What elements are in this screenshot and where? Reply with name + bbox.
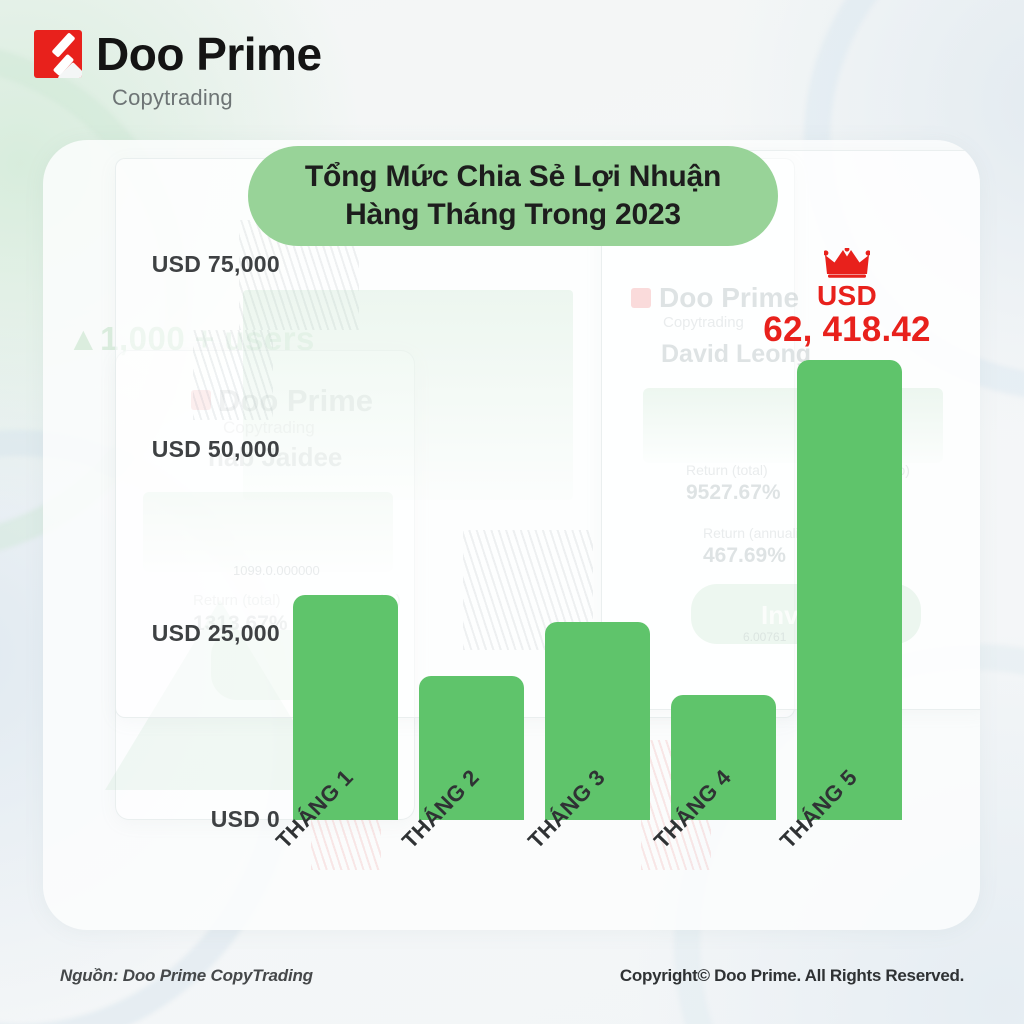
watermark-brand-ghost: Doo Prime xyxy=(659,282,800,313)
watermark-brand-ghost-sub: Copytrading xyxy=(663,314,744,331)
brand-name: Doo Prime xyxy=(96,28,322,80)
chart-title-banner: Tổng Mức Chia Sẻ Lợi Nhuận Hàng Tháng Tr… xyxy=(248,146,778,246)
watermark-stat-value: 19% xyxy=(843,481,886,504)
watermark-candles xyxy=(463,530,593,650)
watermark-candles xyxy=(311,740,381,870)
watermark-stat-label: Return (annualized) xyxy=(703,525,826,541)
watermark-stat-value: 9527.67% xyxy=(686,481,781,504)
brand-product-name: Copytrading xyxy=(112,85,233,110)
brand-logo-block: Doo Prime Copytrading xyxy=(34,30,322,111)
watermark-price-tick: 6.00761 xyxy=(743,630,787,644)
watermark-stat-value: 467.69% xyxy=(703,544,786,567)
page-title-line-2: Hàng Tháng Trong 2023 xyxy=(345,198,681,231)
watermark-logo-icon xyxy=(631,288,651,308)
watermark-trader-name: David Leong xyxy=(661,340,812,368)
callout-amount: 62, 418.42 xyxy=(763,310,931,350)
watermark-stat-value: 67 xyxy=(861,544,885,567)
watermark-stat-label: Return (to) xyxy=(843,462,910,478)
page-title-line-1: Tổng Mức Chia Sẻ Lợi Nhuận xyxy=(304,159,722,193)
highlight-callout: USD 62, 418.42 xyxy=(728,248,966,351)
source-note: Nguồn: Doo Prime CopyTrading xyxy=(60,966,313,985)
watermark-stat-label: Max xyxy=(861,525,888,541)
watermark-invest-label: Invest xyxy=(761,600,837,630)
watermark-stat-label: Return (total) xyxy=(686,462,768,478)
watermark-candles xyxy=(641,740,711,870)
copyright-note: Copyright© Doo Prime. All Rights Reserve… xyxy=(619,966,964,985)
watermark-candles xyxy=(193,330,273,420)
footer: Nguồn: Doo Prime CopyTrading Copyright© … xyxy=(0,966,1024,986)
watermark-linechart xyxy=(243,290,573,500)
crown-icon xyxy=(824,248,870,278)
watermark-sparkline xyxy=(643,388,943,463)
doo-prime-logo-mark xyxy=(34,30,82,78)
callout-currency: USD xyxy=(816,280,878,311)
watermark-price-tick: 1099.0.000000 xyxy=(233,563,320,578)
